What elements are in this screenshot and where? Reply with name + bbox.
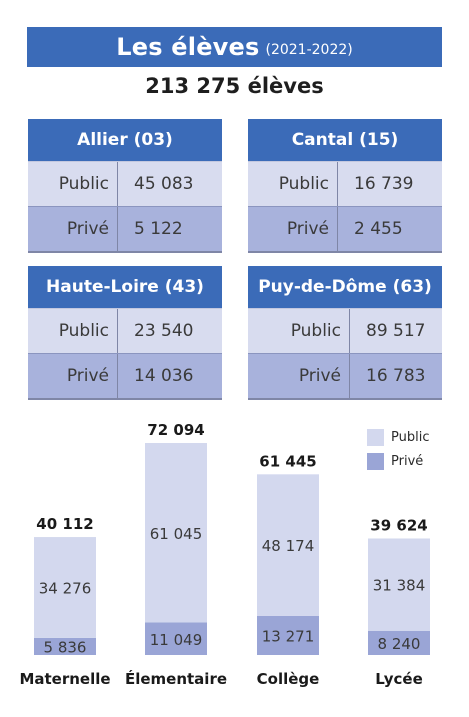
page-period: (2021-2022) xyxy=(265,42,353,58)
prive-label: Privé xyxy=(248,207,338,251)
value-label-public-college: 48 174 xyxy=(262,537,315,555)
title-bar: Les élèves (2021-2022) xyxy=(27,27,442,67)
public-label: Public xyxy=(28,309,118,353)
dept-name: Haute-Loire (43) xyxy=(28,266,222,308)
public-label: Public xyxy=(28,162,118,206)
prive-value: 2 455 xyxy=(354,219,403,239)
public-value: 45 083 xyxy=(134,174,194,194)
page-title: Les élèves xyxy=(116,33,260,61)
value-label-prive-maternelle: 5 836 xyxy=(44,638,87,656)
dept-name: Allier (03) xyxy=(28,119,222,161)
legend-item-public: Public xyxy=(367,425,429,449)
chart-legend: Public Privé xyxy=(367,425,429,473)
stacked-bar-chart: 5 836 34 276 40 112 Maternelle 11 049 61 045 7… xyxy=(19,421,430,688)
category-label-college: Collège xyxy=(257,670,320,688)
value-label-prive-elementaire: 11 049 xyxy=(150,631,203,649)
legend-swatch-public xyxy=(367,428,384,446)
value-label-public-lycee: 31 384 xyxy=(373,577,426,595)
prive-value: 5 122 xyxy=(134,219,183,239)
total-label-college: 61 445 xyxy=(259,452,316,470)
bar-prive-maternelle xyxy=(34,637,96,655)
value-label-public-maternelle: 34 276 xyxy=(39,579,92,597)
legend-item-prive: Privé xyxy=(367,449,429,473)
bar-prive-lycee xyxy=(368,630,430,655)
prive-label: Privé xyxy=(28,354,118,398)
bar-public-maternelle xyxy=(34,537,96,638)
value-label-prive-college: 13 271 xyxy=(262,627,315,645)
public-label: Public xyxy=(248,162,338,206)
legend-label-public: Public xyxy=(391,429,430,445)
prive-row: Privé 14 036 xyxy=(28,353,222,400)
public-row: Public 16 739 xyxy=(248,161,442,206)
public-value: 23 540 xyxy=(134,321,194,341)
prive-row: Privé 5 122 xyxy=(28,206,222,253)
total-students: 213 275 élèves xyxy=(145,74,324,98)
category-label-maternelle: Maternelle xyxy=(19,670,110,688)
prive-label: Privé xyxy=(248,354,350,398)
public-row: Public 23 540 xyxy=(28,308,222,353)
public-value: 16 739 xyxy=(354,174,414,194)
total-label-maternelle: 40 112 xyxy=(36,515,93,533)
legend-label-prive: Privé xyxy=(391,453,424,469)
dept-table-puy-de-dome: Puy-de-Dôme (63) Public 89 517 Privé 16 … xyxy=(248,266,442,400)
value-label-public-elementaire: 61 045 xyxy=(150,525,203,543)
prive-value: 14 036 xyxy=(134,366,194,386)
public-row: Public 45 083 xyxy=(28,161,222,206)
total-label-lycee: 39 624 xyxy=(370,516,427,534)
dept-table-haute-loire: Haute-Loire (43) Public 23 540 Privé 14 … xyxy=(28,266,222,400)
bar-prive-elementaire xyxy=(145,622,207,655)
prive-row: Privé 16 783 xyxy=(248,353,442,400)
dept-table-cantal: Cantal (15) Public 16 739 Privé 2 455 xyxy=(248,119,442,253)
prive-label: Privé xyxy=(28,207,118,251)
bar-public-elementaire xyxy=(145,443,207,623)
dept-table-allier: Allier (03) Public 45 083 Privé 5 122 xyxy=(28,119,222,253)
dept-name: Puy-de-Dôme (63) xyxy=(248,266,442,308)
category-label-lycee: Lycée xyxy=(375,670,423,688)
public-label: Public xyxy=(248,309,350,353)
category-label-elementaire: Élementaire xyxy=(125,669,227,688)
prive-row: Privé 2 455 xyxy=(248,206,442,253)
legend-swatch-prive xyxy=(367,452,384,470)
dept-name: Cantal (15) xyxy=(248,119,442,161)
bar-public-college xyxy=(257,474,319,616)
value-label-prive-lycee: 8 240 xyxy=(378,635,421,653)
prive-value: 16 783 xyxy=(366,366,426,386)
bar-public-lycee xyxy=(368,538,430,631)
public-value: 89 517 xyxy=(366,321,426,341)
bar-prive-college xyxy=(257,615,319,655)
public-row: Public 89 517 xyxy=(248,308,442,353)
total-label-elementaire: 72 094 xyxy=(147,421,204,439)
